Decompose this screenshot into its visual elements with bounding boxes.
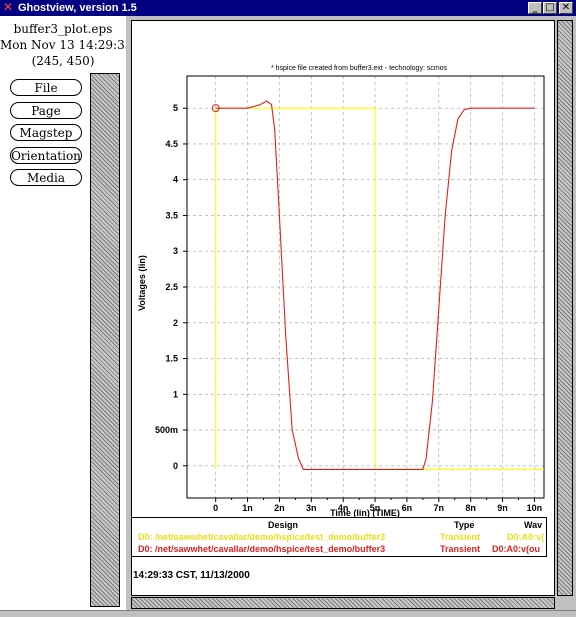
plot-frame bbox=[186, 75, 545, 499]
series-d0-line bbox=[215, 107, 544, 470]
legend-header-design: Design bbox=[268, 520, 299, 530]
y-tick-label: 1 bbox=[173, 389, 178, 399]
window-title: Ghostview, version 1.5 bbox=[18, 2, 137, 14]
horizontal-scroll-thumb[interactable] bbox=[132, 598, 554, 608]
series-d1-line bbox=[215, 100, 535, 470]
legend-row-d0-wave: D0:A0:v( bbox=[507, 532, 545, 542]
x-tick-label: 9n bbox=[497, 503, 508, 513]
y-tick-label: 0 bbox=[173, 461, 178, 471]
page-button[interactable]: Page bbox=[10, 102, 82, 119]
plot-svg: * hspice file created from buffer3.ext -… bbox=[137, 65, 545, 518]
file-button[interactable]: File bbox=[10, 79, 82, 96]
horizontal-scrollbar[interactable] bbox=[131, 597, 555, 609]
magstep-button[interactable]: Magstep bbox=[10, 124, 82, 141]
grid-lines bbox=[187, 76, 544, 498]
x-tick-label: 0 bbox=[213, 503, 218, 513]
timestamp-label: 14:29:33 CST, 11/13/2000 bbox=[133, 570, 250, 581]
close-button[interactable]: ✕ bbox=[559, 2, 573, 14]
y-axis-label: Voltages (lin) bbox=[137, 255, 147, 311]
page-list-scrollbar[interactable] bbox=[90, 73, 120, 607]
y-tick-label: 4 bbox=[173, 175, 178, 185]
chart-title: * hspice file created from buffer3.ext -… bbox=[271, 65, 448, 72]
x-tick-label: 7n bbox=[434, 503, 445, 513]
page-list-scroll-thumb[interactable] bbox=[91, 74, 119, 606]
media-button[interactable]: Media bbox=[10, 169, 82, 186]
legend-row-d0-type: Transient bbox=[440, 532, 481, 542]
legend-table: Design Type Wav D0: /net/sawwhet/cavalla… bbox=[131, 517, 547, 557]
bottom-strip bbox=[0, 610, 576, 617]
orientation-button[interactable]: Orientation bbox=[10, 147, 82, 164]
x-tick-label: 5n bbox=[370, 503, 381, 513]
y-tick-label: 3.5 bbox=[165, 210, 178, 220]
legend-row-d0: D0: /net/sawwhet/cavallar/demo/hspice/te… bbox=[132, 531, 546, 543]
title-bar: ✕ Ghostview, version 1.5 _ □ ✕ bbox=[0, 0, 576, 16]
y-tick-label: 5 bbox=[173, 103, 178, 113]
y-tick-label: 2 bbox=[173, 318, 178, 328]
x-tick-label: 2n bbox=[274, 503, 285, 513]
legend-header: Design Type Wav bbox=[132, 519, 546, 531]
series-lines bbox=[211, 100, 544, 470]
legend-row-d1-design: D0: /net/sawwhet/cavallar/demo/hspice/te… bbox=[138, 544, 386, 554]
date-label: Mon Nov 13 14:29:33 bbox=[0, 38, 126, 52]
y-tick-label: 1.5 bbox=[165, 354, 178, 364]
x-axis-label: Time (lin) (TIME) bbox=[330, 508, 400, 518]
legend-row-d1: D0: /net/sawwhet/cavallar/demo/hspice/te… bbox=[132, 543, 546, 555]
series-d1-marker bbox=[211, 104, 220, 113]
coords-label: (245, 450) bbox=[31, 54, 95, 68]
x-tick-label: 8n bbox=[465, 503, 476, 513]
legend-header-wave: Wav bbox=[524, 520, 543, 530]
y-tick-label: 500m bbox=[155, 425, 178, 435]
x-tick-label: 1n bbox=[242, 503, 253, 513]
minimize-button[interactable]: _ bbox=[528, 2, 542, 14]
x-tick-label: 4n bbox=[338, 503, 349, 513]
legend-header-type: Type bbox=[454, 520, 475, 530]
page-viewport: * hspice file created from buffer3.ext -… bbox=[131, 20, 555, 596]
vertical-scrollbar[interactable] bbox=[557, 20, 573, 596]
x-tick-label: 3n bbox=[306, 503, 317, 513]
x-logo-icon: ✕ bbox=[3, 0, 14, 14]
vertical-scroll-thumb[interactable] bbox=[558, 21, 572, 595]
x-axis: 0 1n 2n 3n 4n 5n 6n 7n 8n 9n 10n bbox=[213, 498, 542, 513]
y-tick-label: 4.5 bbox=[165, 139, 178, 149]
legend-row-d1-type: Transient bbox=[440, 544, 481, 554]
y-tick-label: 3 bbox=[173, 246, 178, 256]
y-tick-label: 2.5 bbox=[165, 282, 178, 292]
legend-row-d0-design: D0: /net/sawwhet/cavallar/demo/hspice/te… bbox=[138, 532, 386, 542]
legend-row-d1-wave: D0:A0:v(ou bbox=[492, 544, 541, 554]
x-tick-label: 10n bbox=[527, 503, 543, 513]
maximize-button[interactable]: □ bbox=[543, 2, 557, 14]
x-tick-label: 6n bbox=[402, 503, 413, 513]
filename-label: buffer3_plot.eps bbox=[13, 22, 113, 36]
y-axis: 0 500m 1 1.5 2 2.5 3 3.5 4 4.5 5 bbox=[155, 103, 187, 471]
